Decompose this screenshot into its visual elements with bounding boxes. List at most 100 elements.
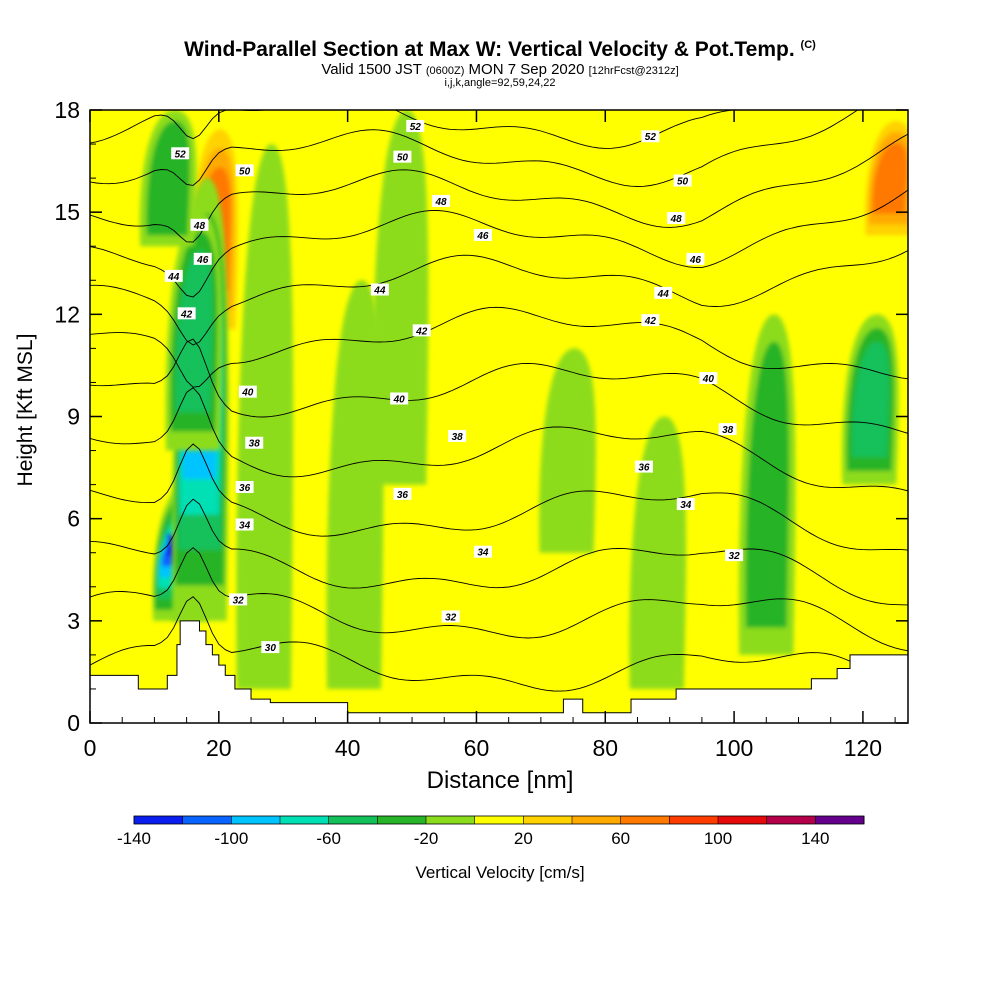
svg-text:42: 42 xyxy=(644,316,657,327)
colorbar-swatch xyxy=(328,816,378,824)
svg-text:42: 42 xyxy=(415,326,428,337)
isentrope-label: 30 xyxy=(261,641,280,654)
x-tick-label: 20 xyxy=(206,735,232,761)
y-tick-label: 18 xyxy=(54,97,80,123)
velocity-contour xyxy=(872,142,908,214)
valid-date: MON 7 Sep 2020 xyxy=(468,61,585,78)
svg-text:34: 34 xyxy=(680,500,692,511)
svg-text:40: 40 xyxy=(393,394,406,405)
isentrope-label: 38 xyxy=(245,436,264,450)
colorbar-swatch xyxy=(620,816,670,824)
y-tick-label: 0 xyxy=(67,710,80,736)
svg-text:38: 38 xyxy=(249,439,261,450)
colorbar-tick-label: -20 xyxy=(414,829,439,848)
isentrope-34 xyxy=(90,498,908,606)
x-axis-label: Distance [nm] xyxy=(426,767,574,794)
chart-subtitle: Valid 1500 JST (0600Z) MON 7 Sep 2020 [1… xyxy=(0,61,1000,78)
velocity-feature xyxy=(539,348,596,553)
isentrope-labels: 52 50 48 46 44 42 40 38 36 34 32 30 52 50 48 46 44 42 40 38… xyxy=(164,120,744,654)
grid-indices: i,j,k,angle=92,59,24,22 xyxy=(444,77,556,89)
velocity-contour xyxy=(851,341,890,458)
isentrope-label: 50 xyxy=(235,164,254,177)
svg-text:34: 34 xyxy=(239,520,251,531)
isentrope-44 xyxy=(90,250,908,346)
svg-text:52: 52 xyxy=(645,132,657,143)
svg-text:30: 30 xyxy=(265,643,277,654)
isentrope-label: 36 xyxy=(634,460,653,474)
chart-title-text: Wind-Parallel Section at Max W: Vertical… xyxy=(184,38,795,61)
isentrope-36 xyxy=(90,443,908,551)
velocity-feature xyxy=(738,314,796,655)
isentrope-30 xyxy=(90,596,908,694)
isentrope-label: 48 xyxy=(432,194,451,208)
isentrope-label: 32 xyxy=(725,549,744,562)
svg-text:50: 50 xyxy=(397,153,409,164)
isentrope-label: 34 xyxy=(676,498,695,511)
svg-text:52: 52 xyxy=(175,149,187,160)
isentrope-label: 44 xyxy=(164,269,183,283)
isentrope-label: 40 xyxy=(238,385,257,399)
colorbar-swatch xyxy=(815,816,865,824)
colorbar-tick-label: -140 xyxy=(117,829,151,848)
velocity-feature xyxy=(841,314,899,485)
x-tick-label: 40 xyxy=(335,735,361,761)
isentrope-label: 48 xyxy=(190,218,209,232)
svg-text:32: 32 xyxy=(729,551,741,562)
colorbar-tick-label: 60 xyxy=(611,829,630,848)
svg-text:50: 50 xyxy=(239,166,251,177)
isentrope-label: 38 xyxy=(448,429,467,443)
isentrope-label: 36 xyxy=(235,481,254,494)
velocity-feature xyxy=(861,110,908,247)
velocity-contour xyxy=(175,250,213,413)
x-tick-label: 120 xyxy=(844,735,882,761)
colorbar-swatch xyxy=(134,816,184,824)
svg-text:36: 36 xyxy=(239,483,251,494)
colorbar: -140 -100 -60 -20 20 60 100 140 xyxy=(117,815,865,848)
isentrope-label: 34 xyxy=(473,545,492,559)
svg-text:36: 36 xyxy=(397,490,409,501)
colorbar-swatch xyxy=(718,816,768,824)
x-tick-label: 60 xyxy=(464,735,490,761)
isentrope-label: 44 xyxy=(370,283,389,296)
colorbar-swatch xyxy=(523,816,573,824)
isentrope-label: 32 xyxy=(229,593,248,606)
svg-text:38: 38 xyxy=(452,432,464,443)
isentrope-label: 46 xyxy=(473,229,492,242)
isentrope-label: 46 xyxy=(193,252,212,266)
isentrope-label: 42 xyxy=(412,324,431,337)
isentrope-label: 48 xyxy=(667,211,686,225)
svg-text:40: 40 xyxy=(241,388,254,399)
svg-text:52: 52 xyxy=(410,122,422,133)
svg-text:42: 42 xyxy=(180,309,193,320)
colorbar-swatch xyxy=(426,816,476,824)
isentrope-42 xyxy=(90,306,908,388)
colorbar-swatch xyxy=(766,816,816,824)
colorbar-tick-label: 20 xyxy=(514,829,533,848)
isentrope-label: 50 xyxy=(393,150,412,164)
isentrope-label: 52 xyxy=(641,130,660,143)
isentrope-label: 40 xyxy=(699,372,718,385)
svg-text:46: 46 xyxy=(689,255,702,266)
isentrope-label: 42 xyxy=(641,314,660,327)
isentrope-32 xyxy=(90,547,908,652)
colorbar-swatch xyxy=(572,816,622,824)
y-tick-label: 9 xyxy=(67,404,80,430)
svg-text:44: 44 xyxy=(373,285,386,296)
svg-text:44: 44 xyxy=(657,289,670,300)
colorbar-swatch xyxy=(669,816,719,824)
colorbar-swatch xyxy=(377,816,427,824)
svg-text:40: 40 xyxy=(702,374,715,385)
isentrope-label: 32 xyxy=(441,610,460,623)
colorbar-swatch xyxy=(474,816,524,824)
colorbar-swatch xyxy=(182,816,232,824)
svg-text:36: 36 xyxy=(638,463,650,474)
svg-text:46: 46 xyxy=(196,255,209,266)
svg-text:44: 44 xyxy=(167,272,180,283)
valid-time-utc: (0600Z) xyxy=(425,65,465,77)
svg-text:48: 48 xyxy=(434,197,447,208)
colorbar-tick-label: -60 xyxy=(316,829,341,848)
isentrope-label: 40 xyxy=(390,392,409,405)
svg-text:46: 46 xyxy=(476,231,489,242)
